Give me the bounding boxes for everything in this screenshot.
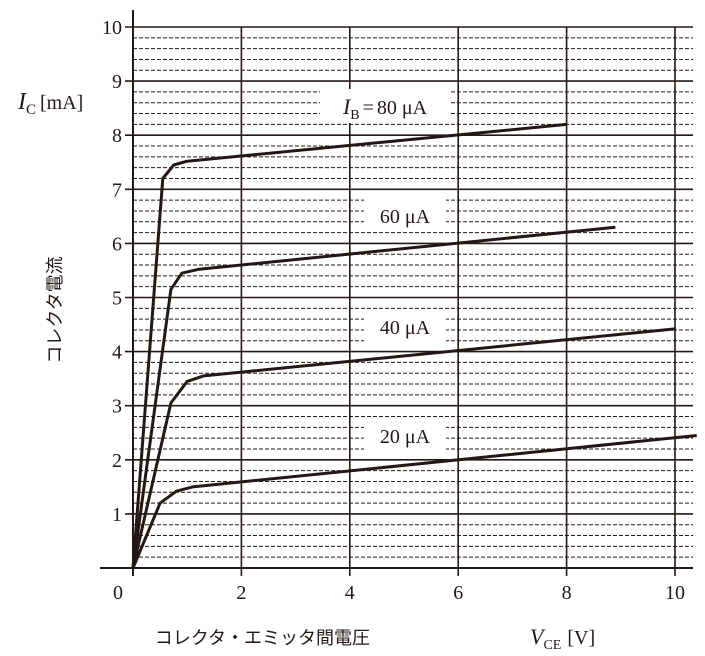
x-tick-label: 6: [453, 582, 463, 604]
x-axis-title: VCE [V]: [530, 624, 595, 653]
y-tick-label: 2: [112, 450, 122, 472]
axes: [100, 10, 693, 576]
y-axis-title: IC [mA]: [17, 89, 83, 118]
curve-label: IB = 80 μA: [342, 94, 428, 123]
tick-labels: 1 2 3 4 5 6 7 8 9 10 2 4 6 8 10: [102, 17, 685, 604]
y-tick-label: 7: [112, 179, 122, 201]
curve-label: 20 μA: [380, 426, 431, 448]
curve-label-box: [364, 198, 446, 232]
x-symbol: V: [530, 624, 546, 649]
y-subscript: C: [26, 102, 36, 118]
curve-ib-80ua: [131, 122, 567, 569]
curve-labels: IB = 80 μA 60 μA 40 μA 20 μA: [320, 89, 450, 452]
curve-ib-40ua: [131, 327, 676, 569]
curve-label-box: [364, 309, 446, 343]
x-subscript: CE: [543, 638, 561, 653]
x-unit: [V]: [567, 627, 595, 649]
y-tick-label: 3: [112, 396, 122, 418]
origin-label: 0: [113, 582, 123, 604]
y-unit: [mA]: [40, 92, 83, 114]
x-tick-label: 10: [665, 582, 685, 604]
x-tick-label: 8: [562, 582, 572, 604]
y-symbol: I: [17, 89, 27, 115]
x-axis-description: コレクタ・エミッタ間電圧: [155, 628, 370, 649]
curves: [131, 122, 697, 569]
x-tick-label: 2: [236, 582, 246, 604]
y-tick-label: 9: [112, 71, 122, 93]
y-tick-label: 6: [112, 233, 122, 255]
y-tick-label: 1: [112, 504, 122, 526]
curve-ib-20ua: [131, 434, 697, 569]
y-tick-label: 5: [112, 288, 122, 310]
y-tick-label: 10: [102, 17, 122, 39]
curve-label: 60 μA: [380, 206, 431, 228]
x-tick-label: 4: [345, 582, 355, 604]
curve-label-box: [364, 418, 446, 452]
y-tick-label: 4: [112, 342, 122, 364]
curve-label: 40 μA: [380, 317, 431, 339]
curve-ib-60ua: [131, 225, 616, 569]
y-axis-description: コレクタ電流: [45, 256, 66, 363]
curve-label-box: [320, 89, 450, 123]
y-tick-label: 8: [112, 125, 122, 147]
